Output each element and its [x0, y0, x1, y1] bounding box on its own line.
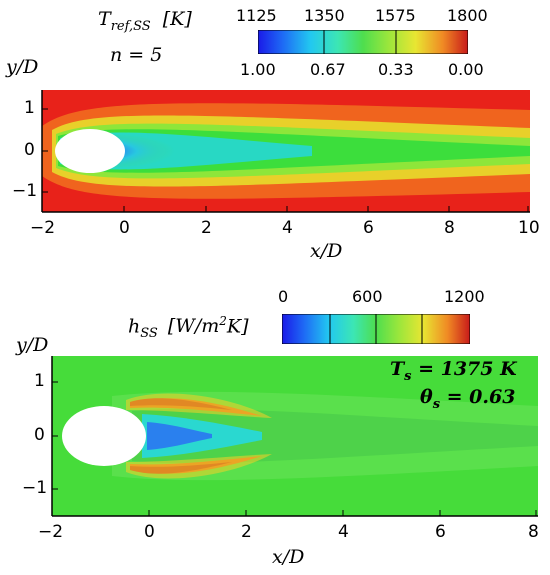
- bottom-colorbar-title-main: h: [128, 315, 141, 338]
- bottom-contour-plot: [52, 356, 538, 516]
- bottom-contour-svg: [52, 356, 538, 516]
- bottom-colorbar-title: hSS [W/m2K]: [128, 314, 249, 341]
- top-cbar-tick-bottom-1: 0.67: [310, 60, 346, 79]
- bottom-cbar-tick-0: 0: [278, 287, 289, 306]
- annotation-theta-main: θ: [420, 386, 433, 408]
- top-x-tick-0: 0: [119, 218, 130, 238]
- annotation-ts-value: = 1375 K: [411, 358, 517, 380]
- top-x-tick-4: 4: [282, 218, 293, 238]
- bottom-x-tick-0: 0: [144, 522, 155, 542]
- bottom-x-tick-8: 8: [528, 522, 539, 542]
- bottom-x-tick-2: 2: [241, 522, 252, 542]
- top-colorbar-unit: [K]: [162, 8, 192, 30]
- top-x-tick-m2: −2: [30, 218, 56, 238]
- bottom-x-tick-4: 4: [338, 522, 349, 542]
- bottom-colorbar-title-sub: SS: [140, 326, 158, 342]
- top-cbar-tick-top-0: 1125: [236, 6, 277, 25]
- bottom-colorbar: [281, 313, 471, 345]
- annotation-theta-sub: s: [432, 396, 441, 412]
- bottom-x-tick-6: 6: [435, 522, 446, 542]
- annotation-theta-value: = 0.63: [440, 386, 516, 408]
- top-colorbar-title-main: T: [98, 8, 111, 30]
- top-cbar-tick-bottom-3: 0.00: [448, 60, 484, 79]
- bottom-y-tick-0: 0: [34, 425, 45, 445]
- top-x-tick-6: 6: [363, 218, 374, 238]
- n-label: n = 5: [110, 44, 163, 66]
- bottom-cbar-tick-1: 600: [352, 287, 383, 306]
- top-cbar-tick-top-1: 1350: [304, 6, 345, 25]
- bottom-cbar-tick-2: 1200: [444, 287, 485, 306]
- top-x-tick-10: 10: [518, 218, 540, 238]
- annotation-ts-sub: s: [404, 368, 412, 384]
- top-y-tick-m1: −1: [12, 181, 38, 201]
- bottom-y-axis-label: y/D: [16, 334, 49, 356]
- top-y-tick-0: 0: [24, 140, 35, 160]
- annotation-theta: θs = 0.63: [420, 386, 515, 412]
- annotation-ts: Ts = 1375 K: [390, 358, 517, 384]
- bottom-y-tick-m1: −1: [22, 478, 48, 498]
- bottom-colorbar-unit: [W/m: [167, 315, 220, 338]
- top-cbar-tick-top-3: 1800: [447, 6, 488, 25]
- bottom-colorbar-unit-sup: 2: [219, 314, 227, 328]
- top-x-tick-8: 8: [444, 218, 455, 238]
- top-y-axis-label: y/D: [6, 56, 39, 78]
- bottom-x-axis-label: x/D: [272, 546, 305, 568]
- bottom-x-tick-m2: −2: [38, 522, 64, 542]
- top-colorbar-title: Tref,SS [K]: [98, 8, 192, 34]
- top-y-tick-1: 1: [24, 98, 35, 118]
- annotation-ts-main: T: [390, 358, 405, 380]
- bottom-colorbar-unit-end: K]: [226, 315, 249, 338]
- top-x-tick-2: 2: [201, 218, 212, 238]
- bottom-colorbar-svg: [281, 313, 471, 345]
- top-cbar-tick-bottom-0: 1.00: [240, 60, 276, 79]
- top-axes-svg: [41, 90, 530, 213]
- bottom-y-tick-1: 1: [34, 371, 45, 391]
- top-contour-svg: [42, 90, 530, 212]
- top-cbar-tick-bottom-2: 0.33: [378, 60, 414, 79]
- top-cbar-tick-top-2: 1575: [375, 6, 416, 25]
- top-colorbar-title-sub: ref,SS: [110, 18, 151, 34]
- top-contour-plot: [42, 90, 530, 212]
- top-x-axis-label: x/D: [310, 240, 343, 262]
